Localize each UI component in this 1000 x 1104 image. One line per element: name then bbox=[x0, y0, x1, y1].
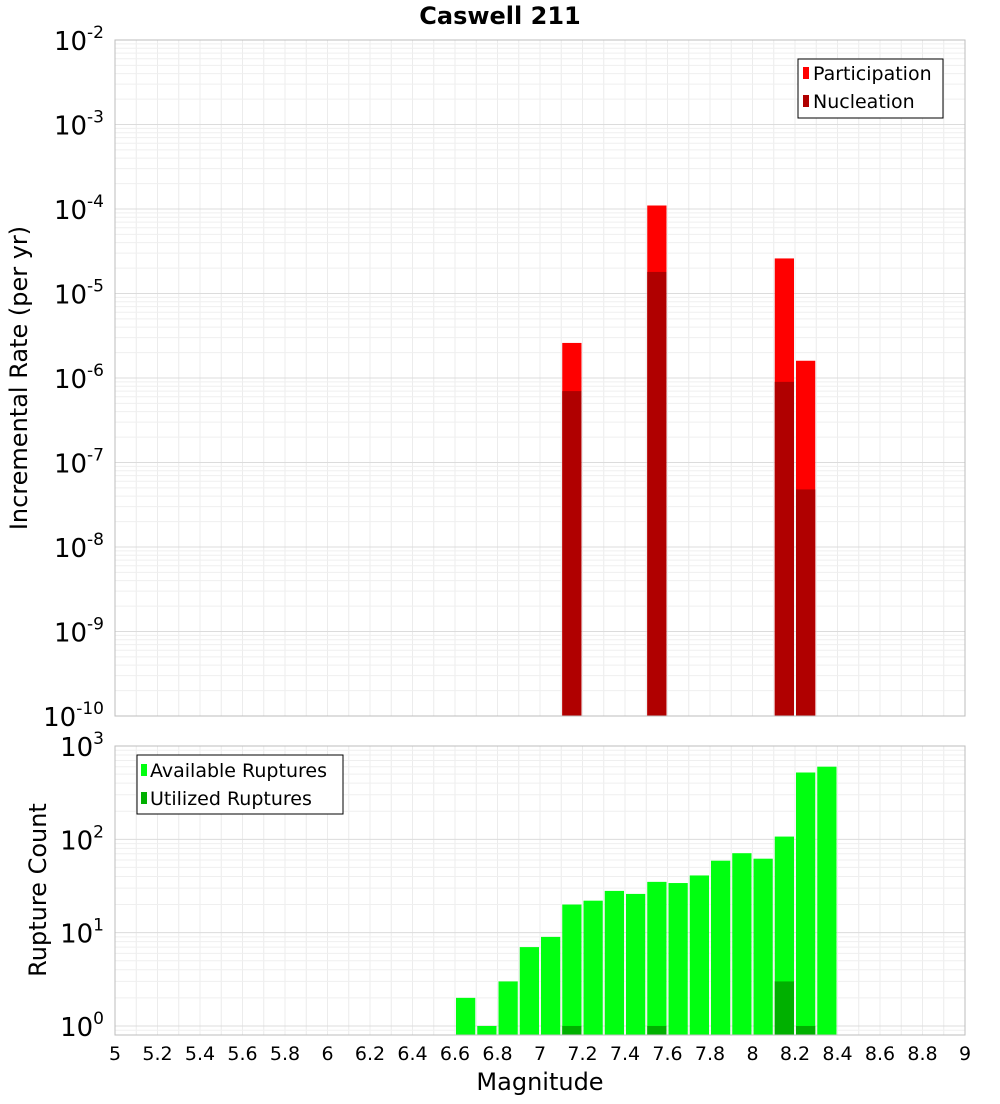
bottom-bar-available-ruptures bbox=[668, 883, 688, 1035]
bottom-y-tick-label: 101 bbox=[60, 916, 104, 950]
bottom-bar-available-ruptures bbox=[519, 947, 539, 1035]
x-tick-label: 5 bbox=[109, 1043, 121, 1065]
x-tick-label: 7.2 bbox=[567, 1043, 597, 1065]
legend-label-participation: Participation bbox=[813, 63, 932, 85]
bottom-bar-utilized-ruptures bbox=[774, 981, 794, 1035]
top-plot-frame bbox=[114, 39, 966, 717]
top-y-tick-label: 10-10 bbox=[43, 699, 104, 733]
x-tick-label: 6.8 bbox=[482, 1043, 512, 1065]
top-y-tick-label: 10-8 bbox=[54, 530, 104, 564]
top-plot-y-ticks: 10-10 10-9 10-8 10-7 10-6 10-5 10-4 10-3 10-2 bbox=[43, 23, 104, 733]
bottom-bar-available-ruptures bbox=[626, 893, 646, 1035]
top-y-tick-label: 10-3 bbox=[54, 108, 104, 142]
x-tick-label: 7.6 bbox=[652, 1043, 682, 1065]
bottom-bar-utilized-ruptures bbox=[796, 1025, 816, 1035]
x-tick-label: 8.8 bbox=[907, 1043, 937, 1065]
bottom-bar-utilized-ruptures bbox=[562, 1025, 582, 1035]
x-tick-label: 5.4 bbox=[185, 1043, 215, 1065]
top-y-tick-label: 10-6 bbox=[54, 361, 104, 395]
bottom-bar-available-ruptures bbox=[689, 875, 709, 1035]
top-y-tick-label: 10-9 bbox=[54, 615, 104, 649]
top-bar-nucleation bbox=[562, 391, 582, 716]
legend-swatch-utilized bbox=[141, 792, 147, 804]
top-y-tick-label: 10-5 bbox=[54, 277, 104, 311]
bottom-plot-frame bbox=[114, 745, 966, 1036]
bottom-bar-available-ruptures bbox=[541, 936, 561, 1035]
legend-label-utilized: Utilized Ruptures bbox=[150, 788, 312, 810]
bottom-bar-utilized-ruptures bbox=[647, 1025, 667, 1035]
x-axis-label: Magnitude bbox=[476, 1068, 603, 1096]
legend-swatch-available bbox=[141, 764, 147, 776]
bottom-bar-available-ruptures bbox=[477, 1025, 497, 1035]
bottom-bar-available-ruptures bbox=[456, 997, 476, 1035]
bottom-bar-available-ruptures bbox=[732, 853, 752, 1035]
bottom-plot-x-ticks: 5 5.2 5.4 5.6 5.8 6 6.2 6.4 6.6 6.8 7 7.2 7.4 7.6 7.8 8… bbox=[109, 1043, 971, 1065]
top-y-tick-label: 10-4 bbox=[54, 192, 104, 226]
bottom-y-axis-label: Rupture Count bbox=[24, 803, 52, 977]
x-tick-label: 5.8 bbox=[270, 1043, 300, 1065]
bottom-bar-available-ruptures bbox=[498, 981, 518, 1035]
x-tick-label: 6.6 bbox=[440, 1043, 470, 1065]
x-tick-label: 7.4 bbox=[610, 1043, 640, 1065]
bottom-bar-available-ruptures bbox=[753, 858, 773, 1035]
bottom-legend: Available Ruptures Utilized Ruptures bbox=[136, 754, 344, 815]
bottom-bar-available-ruptures bbox=[796, 772, 816, 1035]
bottom-bar-available-ruptures bbox=[562, 904, 582, 1035]
x-tick-label: 9 bbox=[959, 1043, 971, 1065]
x-tick-label: 8 bbox=[746, 1043, 758, 1065]
top-plot-bars bbox=[562, 205, 816, 716]
top-y-axis-label: Incremental Rate (per yr) bbox=[5, 226, 33, 530]
x-tick-label: 5.2 bbox=[142, 1043, 172, 1065]
x-tick-label: 7 bbox=[534, 1043, 546, 1065]
top-legend-box bbox=[797, 58, 944, 119]
legend-swatch-nucleation bbox=[803, 95, 809, 107]
top-legend: Participation Nucleation bbox=[797, 58, 944, 119]
top-bar-nucleation bbox=[647, 271, 667, 716]
bottom-y-tick-label: 102 bbox=[60, 822, 104, 856]
x-tick-label: 6.2 bbox=[355, 1043, 385, 1065]
x-tick-label: 8.2 bbox=[780, 1043, 810, 1065]
top-y-tick-label: 10-2 bbox=[54, 23, 104, 57]
bottom-y-tick-label: 103 bbox=[60, 729, 104, 763]
chart-title: Caswell 211 bbox=[419, 2, 580, 30]
bottom-legend-box bbox=[136, 754, 344, 815]
bottom-y-tick-label: 100 bbox=[60, 1009, 104, 1043]
x-tick-label: 6.4 bbox=[397, 1043, 427, 1065]
legend-swatch-participation bbox=[803, 67, 809, 79]
x-tick-label: 5.6 bbox=[227, 1043, 257, 1065]
top-bar-nucleation bbox=[774, 381, 794, 716]
x-tick-label: 7.8 bbox=[695, 1043, 725, 1065]
bottom-bar-available-ruptures bbox=[647, 881, 667, 1035]
top-y-tick-label: 10-7 bbox=[54, 446, 104, 480]
bottom-bar-available-ruptures bbox=[711, 860, 731, 1035]
x-tick-label: 6 bbox=[321, 1043, 333, 1065]
top-plot-grid bbox=[114, 39, 966, 717]
bottom-bar-available-ruptures bbox=[604, 890, 624, 1035]
x-tick-label: 8.4 bbox=[822, 1043, 852, 1065]
bottom-plot-bars bbox=[456, 766, 837, 1035]
bottom-plot-y-ticks: 100 101 102 103 bbox=[60, 729, 104, 1043]
bottom-bar-available-ruptures bbox=[583, 900, 603, 1035]
legend-label-nucleation: Nucleation bbox=[813, 91, 915, 113]
top-bar-nucleation bbox=[796, 489, 816, 716]
bottom-bar-available-ruptures bbox=[817, 766, 837, 1035]
x-tick-label: 8.6 bbox=[865, 1043, 895, 1065]
legend-label-available: Available Ruptures bbox=[150, 760, 327, 782]
